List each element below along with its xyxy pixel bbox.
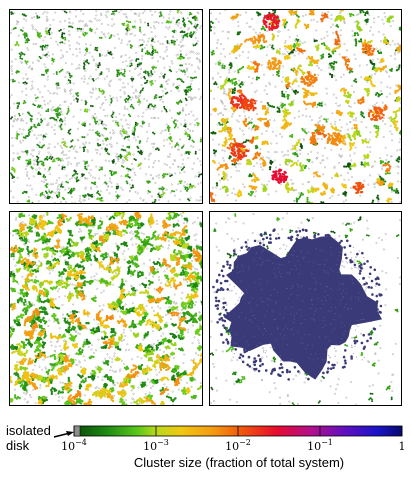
- colorbar-title: Cluster size (fraction of total system): [133, 455, 345, 470]
- isolated-disks: [10, 10, 202, 203]
- plot-area-dispersed: [10, 10, 202, 203]
- colorbar-graphic: 10−4 10−3 10−2 10−1 1: [53, 425, 406, 453]
- isolated-arrow-head: [66, 431, 74, 436]
- panel-bottom-left: [9, 211, 203, 406]
- panel-bottom-right: [209, 211, 402, 406]
- clusters: [210, 10, 401, 203]
- giant-cluster: [212, 228, 383, 381]
- colorbar-tick-label: 10−2: [225, 438, 251, 453]
- colorbar-tick-label: 10−1: [307, 438, 333, 453]
- plot-area-medium-clusters: [210, 10, 401, 203]
- colorbar: 10−4 10−3 10−2 10−1 1: [0, 410, 411, 480]
- isolated-label-line2: disk: [6, 438, 30, 453]
- plot-area-dense-mesh: [10, 212, 202, 405]
- clusters: [10, 212, 202, 405]
- colorbar-tick-label: 10−4: [61, 438, 87, 453]
- colorbar-tick-label: 1: [399, 440, 406, 453]
- panel-top-left: [9, 9, 203, 204]
- isolated-swatch: [73, 425, 81, 437]
- plot-area-giant-cluster: [210, 212, 401, 405]
- isolated-label-line1: isolated: [6, 423, 51, 438]
- panel-top-right: [209, 9, 402, 204]
- clusters: [10, 10, 202, 203]
- colorbar-tick-label: 10−3: [143, 438, 169, 453]
